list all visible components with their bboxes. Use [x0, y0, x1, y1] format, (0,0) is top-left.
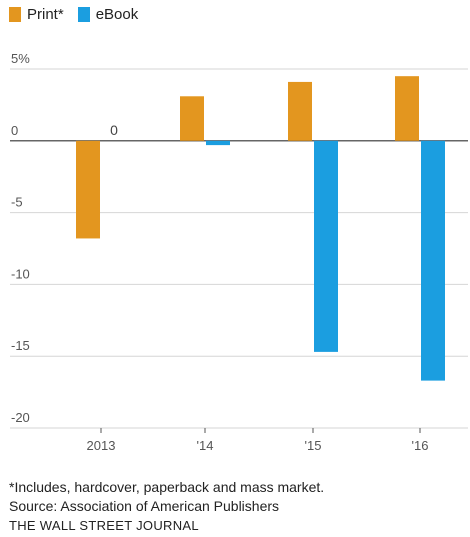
y-tick-label: -20: [11, 410, 30, 425]
x-tick-label: '14: [197, 438, 214, 453]
y-tick-label: -10: [11, 266, 30, 281]
x-tick-label: '16: [412, 438, 429, 453]
bar-ebook: [314, 140, 338, 352]
bar-print: [180, 96, 204, 141]
legend-item-print: Print*: [9, 6, 64, 23]
chart-notes: *Includes, hardcover, paperback and mass…: [9, 478, 324, 535]
bar-ebook: [421, 140, 445, 381]
legend-swatch-print: [9, 7, 21, 22]
y-tick-label: -5: [11, 195, 23, 210]
legend: Print* eBook: [9, 6, 152, 23]
y-tick-label: -15: [11, 338, 30, 353]
source-line: Source: Association of American Publishe…: [9, 498, 280, 514]
bar-print: [76, 140, 100, 239]
bar-chart: 5% 0 -5 -10 -15 -20 2013 '14 '15 '16 0: [10, 51, 468, 453]
y-tick-label: 0: [11, 123, 18, 138]
legend-label-ebook: eBook: [95, 6, 139, 23]
legend-item-ebook: eBook: [77, 6, 139, 23]
x-tick-label: 2013: [87, 438, 116, 453]
legend-swatch-ebook: [77, 7, 90, 22]
legend-label-print: Print*: [27, 6, 64, 23]
publisher-brand: THE WALL STREET JOURNAL: [9, 518, 199, 533]
x-tick-label: '15: [305, 438, 322, 453]
footnote: *Includes, hardcover, paperback and mass…: [9, 479, 325, 495]
bar-print: [395, 76, 419, 141]
y-tick-label: 5%: [11, 51, 30, 66]
bar-print: [288, 81, 312, 141]
data-label: 0: [110, 122, 118, 138]
bar-ebook: [206, 140, 230, 146]
